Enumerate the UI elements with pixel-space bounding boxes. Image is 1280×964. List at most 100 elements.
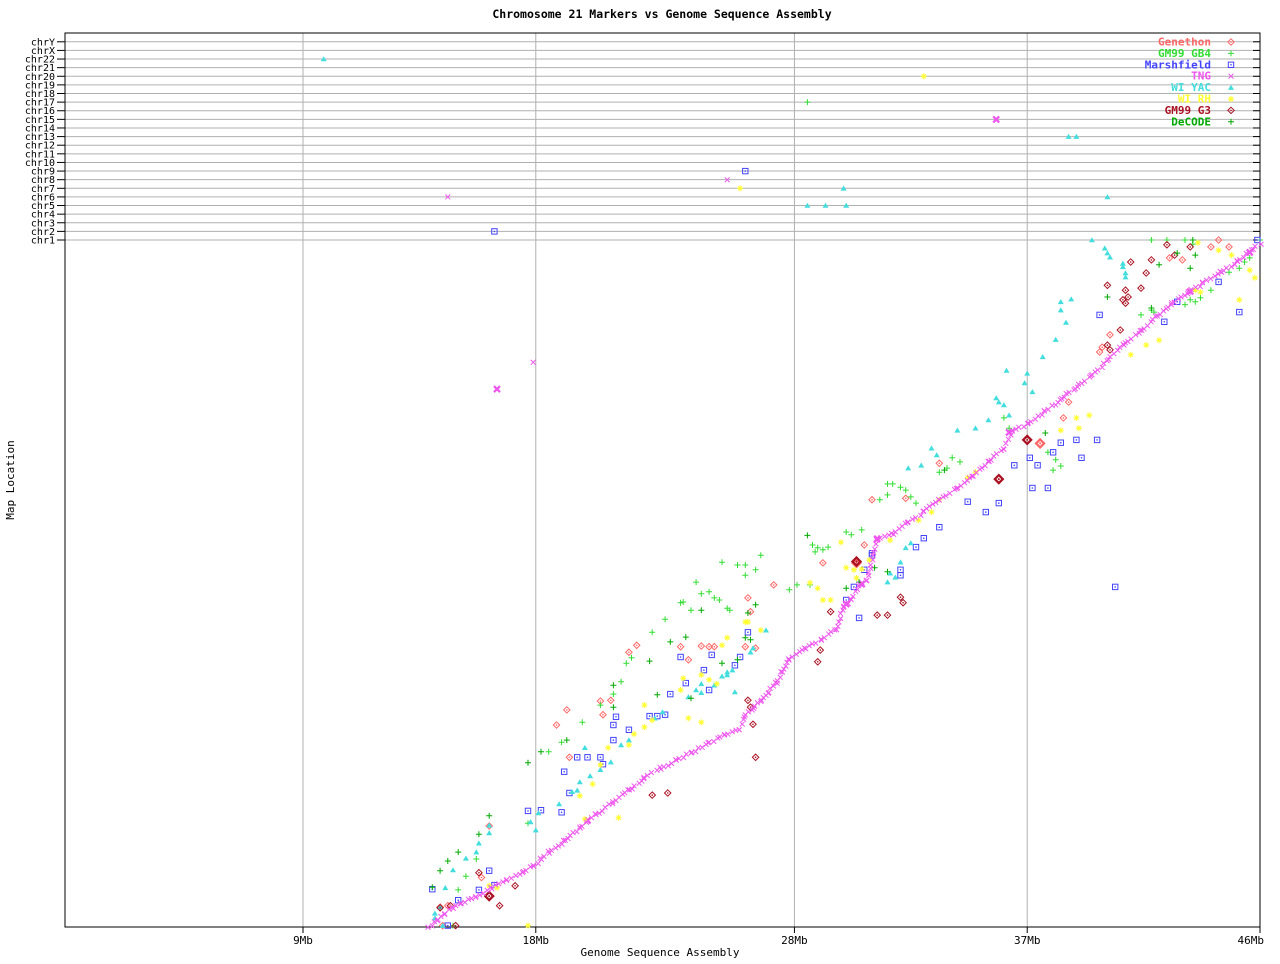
marker-gm99_g3: [899, 598, 908, 607]
marker-decode: [563, 737, 570, 744]
marker-wi_yac: [972, 425, 979, 431]
marker-wi_rh: [698, 671, 705, 678]
marker-wi_rh: [724, 634, 731, 641]
marker-marshfield: [1034, 462, 1041, 469]
marker-gm99_gb4: [1050, 467, 1057, 474]
marker-wi_yac: [698, 681, 705, 687]
x-tick-label-37Mb: 37Mb: [1014, 934, 1041, 947]
marker-gm99_gb4: [902, 487, 909, 494]
marker-tng: [806, 642, 812, 649]
y-axis-label: Map Location: [4, 440, 17, 519]
marker-gm99_gb4: [889, 480, 896, 487]
marker-tng: [781, 666, 787, 672]
marker-tng: [1197, 283, 1203, 290]
marker-wi_rh: [589, 781, 596, 788]
marker-wi_rh: [525, 922, 531, 929]
marker-genethon: [901, 494, 910, 503]
marker-wi_yac: [581, 744, 588, 750]
marker-wi_yac: [822, 202, 829, 208]
marker-marshfield: [1073, 436, 1080, 444]
marker-gm99_g3: [474, 868, 483, 877]
marker-gm99_gb4: [597, 702, 604, 709]
marker-tng: [468, 895, 475, 902]
marker-gm99_gb4: [716, 597, 723, 603]
marker-wi_yac: [954, 427, 961, 433]
chrom-label-chr1: chr1: [31, 236, 55, 247]
marker-tng: [530, 862, 536, 869]
marker-tng: [472, 894, 479, 900]
marker-marshfield: [1093, 436, 1101, 444]
marker-gm99_gb4: [1052, 456, 1059, 463]
marker-tng: [1192, 284, 1199, 291]
marker-tng: [1015, 424, 1022, 431]
marker-tng: [992, 115, 1000, 124]
x-axis-label: Genome Sequence Assembly: [581, 946, 740, 959]
marker-decode: [475, 831, 482, 838]
marker-gm99_g3: [749, 720, 757, 729]
marker-wi_yac: [1073, 133, 1080, 139]
marker-tng: [1188, 286, 1194, 293]
marker-tng: [812, 640, 819, 646]
marker-genethon: [477, 873, 486, 882]
marker-gm99_g3: [1021, 434, 1033, 446]
legend-entry-decode: DeCODE: [1171, 115, 1234, 128]
legend-entry-tng: TNG: [1191, 70, 1234, 83]
marker-wi_rh: [1075, 425, 1082, 432]
marker-wi_rh: [581, 816, 588, 823]
marker-genethon: [741, 642, 750, 651]
marker-marshfield: [524, 807, 532, 815]
marker-tng: [1100, 360, 1107, 366]
marker-tng: [453, 902, 459, 909]
marker-tng: [579, 823, 585, 830]
marker-gm99_gb4: [752, 566, 759, 573]
marker-tng: [1008, 432, 1014, 438]
marker-gm99_g3: [743, 696, 752, 705]
marker-wi_yac: [897, 559, 904, 565]
marker-tng: [870, 549, 877, 556]
marker-decode: [1192, 252, 1199, 259]
marker-gm99_gb4: [1197, 294, 1204, 301]
marker-gm99_g3: [1121, 299, 1130, 308]
marker-marshfield: [1029, 484, 1036, 492]
marker-gm99_g3: [1137, 284, 1145, 293]
marker-tng: [836, 619, 842, 625]
marker-tng: [631, 783, 637, 789]
marker-wi_yac: [625, 737, 632, 743]
marker-gm99_gb4: [1006, 425, 1013, 432]
marker-tng: [1199, 280, 1206, 286]
marker-tng: [644, 772, 651, 779]
marker-gm99_g3: [826, 607, 835, 616]
marker-gm99_g3: [1103, 281, 1112, 290]
marker-tng: [548, 847, 555, 854]
marker-wi_yac: [659, 709, 666, 715]
marker-gm99_gb4: [719, 559, 725, 566]
marker-gm99_g3: [993, 473, 1005, 485]
marker-tng: [828, 629, 834, 635]
marker-tng: [629, 786, 635, 792]
marker-gm99_g3: [813, 657, 822, 666]
marker-wi_yac: [320, 56, 327, 62]
marker-tng: [672, 757, 679, 763]
marker-tng: [943, 493, 949, 499]
marker-tng: [699, 744, 705, 751]
marker-gm99_gb4: [545, 748, 552, 755]
marker-decode: [610, 704, 617, 711]
marker-wi_yac: [1101, 245, 1108, 251]
marker-gm99_g3: [1142, 269, 1151, 277]
marker-wi_rh: [853, 575, 860, 581]
marker-tng: [918, 512, 924, 519]
marker-tng: [930, 501, 936, 507]
marker-tng: [779, 669, 786, 675]
marker-wi_yac: [1122, 270, 1129, 276]
legend-marker-genethon: [1227, 38, 1235, 46]
marker-wi_yac: [843, 202, 850, 208]
marker-wi_rh: [850, 566, 857, 573]
marker-wi_rh: [625, 741, 632, 748]
marker-tng: [680, 754, 687, 761]
marker-gm99_gb4: [1246, 254, 1253, 261]
marker-tng: [882, 533, 888, 540]
chrom-label-chrY: chrY: [31, 37, 55, 48]
marker-wi_yac: [431, 910, 438, 916]
marker-tng: [480, 890, 487, 897]
marker-marshfield: [897, 572, 904, 579]
